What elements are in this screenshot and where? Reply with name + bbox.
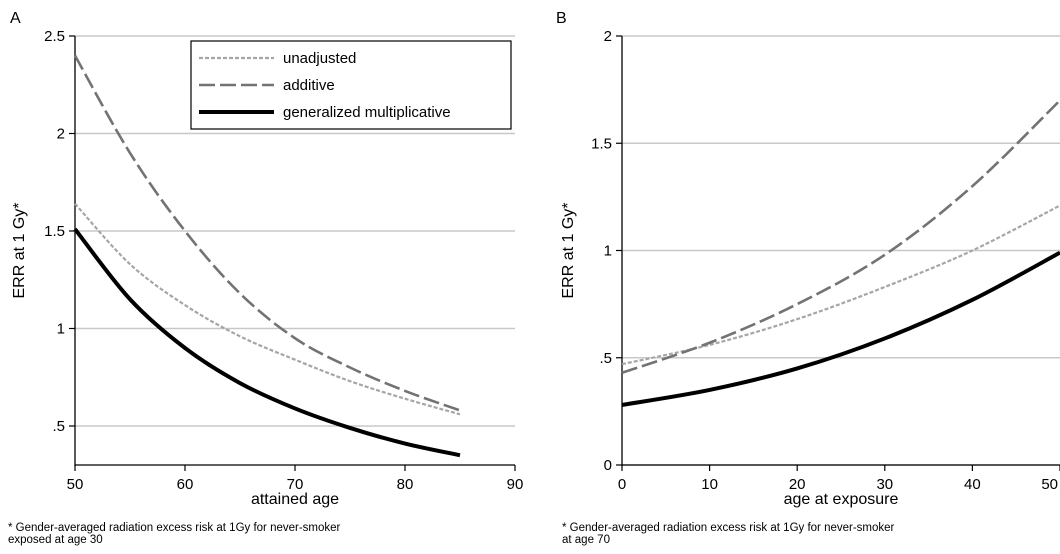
- panel-a-y-tick-label: 2: [57, 126, 65, 143]
- panel-a-x-tick-label: 70: [287, 476, 304, 493]
- panel-b-y-tick-label: 2: [604, 28, 612, 45]
- panel-b-letter: B: [556, 10, 567, 27]
- panel-b-series-generalized-multiplicative: [621, 250, 1060, 407]
- panel-b-x-tick-label: 10: [701, 476, 718, 493]
- panel-b-y-tick-label: 0: [604, 457, 612, 474]
- panel-a-series-generalized-multiplicative: [73, 227, 461, 458]
- panel-b-x-axis-title: age at exposure: [784, 491, 899, 508]
- panel-a-y-tick-label: .5: [52, 418, 65, 435]
- panel-b-y-tick-label: 1: [604, 243, 612, 260]
- panel-b-y-tick-label: 1.5: [591, 135, 612, 152]
- footnote-a: * Gender-averaged radiation excess risk …: [8, 522, 341, 546]
- panel-a-y-tick-label: 2.5: [44, 28, 65, 45]
- legend-label-unadjusted: unadjusted: [283, 50, 356, 67]
- panel-b-y-tick-label: .5: [599, 350, 612, 367]
- panel-a-series-additive: [73, 54, 461, 412]
- panel-b-x-tick-label: 30: [876, 476, 893, 493]
- footnote-b: * Gender-averaged radiation excess risk …: [562, 522, 895, 546]
- panel-a-letter: A: [10, 10, 21, 27]
- panel-b-x-tick-label: 20: [789, 476, 806, 493]
- panel-a-y-tick-label: 1: [57, 321, 65, 338]
- panel-a-y-axis-title: ERR at 1 Gy*: [11, 202, 28, 298]
- panel-a-x-axis-title: attained age: [251, 491, 339, 508]
- panel-b-x-tick-label: 40: [964, 476, 981, 493]
- panel-a-x-tick-label: 50: [67, 476, 84, 493]
- panel-b-x-tick-label: 0: [618, 476, 626, 493]
- legend-label-additive: additive: [283, 77, 335, 94]
- panel-a-series-unadjusted: [74, 202, 461, 416]
- panel-a-y-tick-label: 1.5: [44, 223, 65, 240]
- panel-b-series-additive: [621, 99, 1060, 374]
- panel-a-x-tick-label: 90: [507, 476, 524, 493]
- panel-a-x-tick-label: 60: [177, 476, 194, 493]
- panel-b-series-unadjusted: [621, 204, 1060, 366]
- panel-a-x-tick-label: 80: [397, 476, 414, 493]
- panel-b-y-axis-title: ERR at 1 Gy*: [560, 202, 577, 298]
- legend-label-generalized-multiplicative: generalized multiplicative: [283, 104, 451, 121]
- panel-b-x-tick-label: 50: [1041, 476, 1058, 493]
